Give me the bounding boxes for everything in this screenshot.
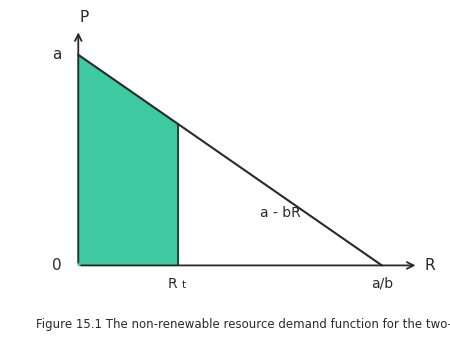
- Text: a/b: a/b: [371, 277, 393, 291]
- Text: a: a: [52, 47, 62, 62]
- Text: a - bR: a - bR: [261, 206, 301, 220]
- Text: Figure 15.1 The non-renewable resource demand function for the two-period model.: Figure 15.1 The non-renewable resource d…: [36, 318, 450, 331]
- Text: P: P: [80, 10, 89, 25]
- Text: 0: 0: [52, 258, 62, 273]
- Text: R: R: [424, 258, 435, 273]
- Text: t: t: [182, 280, 186, 290]
- Text: R: R: [167, 277, 177, 291]
- Polygon shape: [78, 55, 179, 265]
